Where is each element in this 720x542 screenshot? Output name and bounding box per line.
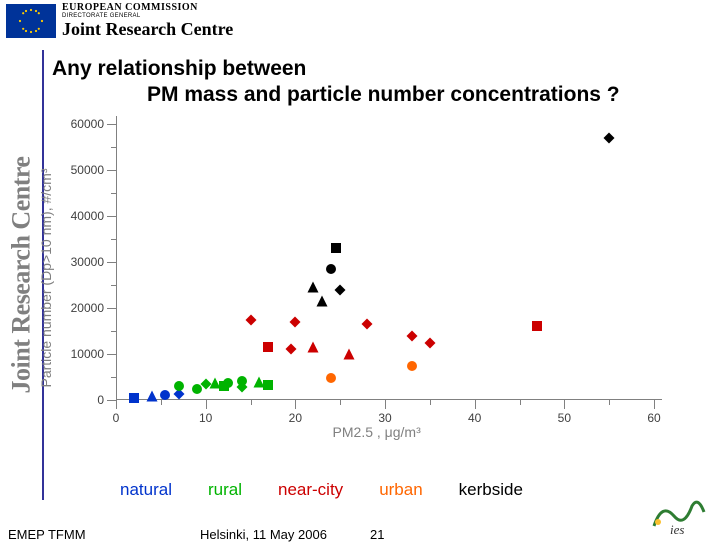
legend-item-rural: rural	[208, 480, 242, 500]
data-point-kerbside	[308, 282, 319, 293]
footer-page: 21	[370, 527, 384, 542]
sidebar-label: Joint Research Centre	[6, 157, 36, 394]
slide-title: Any relationship between PM mass and par…	[52, 56, 714, 109]
legend-item-urban: urban	[379, 480, 422, 500]
data-point-near_city	[362, 319, 373, 330]
data-point-kerbside	[335, 284, 346, 295]
data-point-near_city	[406, 330, 417, 341]
y-axis-label: Particle number (Dp>10 nm), #/cm³	[38, 168, 54, 387]
x-tick-label: 40	[468, 400, 481, 425]
data-point-natural	[160, 389, 171, 400]
data-point-near_city	[424, 337, 435, 348]
y-tick-minor	[111, 331, 116, 332]
data-point-urban	[406, 360, 417, 371]
x-tick-label: 50	[558, 400, 571, 425]
legend-item-natural: natural	[120, 480, 172, 500]
x-tick-label: 20	[289, 400, 302, 425]
x-tick-label: 30	[378, 400, 391, 425]
eu-flag-icon	[6, 4, 56, 38]
y-tick-minor	[111, 377, 116, 378]
x-tick-minor	[430, 400, 431, 405]
y-tick-label: 30000	[71, 255, 116, 269]
title-line2: PM mass and particle number concentratio…	[52, 82, 714, 108]
data-point-rural	[236, 376, 247, 387]
data-point-urban	[326, 372, 337, 383]
data-point-near_city	[245, 314, 256, 325]
data-point-kerbside	[326, 263, 337, 274]
data-point-kerbside	[330, 243, 341, 254]
data-point-kerbside	[317, 296, 328, 307]
title-line1: Any relationship between	[52, 56, 714, 82]
legend-row: natural rural near-city urban kerbside	[120, 480, 523, 500]
x-tick-minor	[161, 400, 162, 405]
data-point-near_city	[285, 344, 296, 355]
data-point-near_city	[308, 342, 319, 353]
data-point-kerbside	[604, 132, 615, 143]
data-point-near_city	[344, 349, 355, 360]
y-tick-label: 10000	[71, 347, 116, 361]
y-tick-minor	[111, 193, 116, 194]
x-axis-label: PM2.5 , μg/m³	[333, 424, 421, 440]
legend-item-kerbside: kerbside	[459, 480, 523, 500]
y-axis-line	[116, 116, 117, 400]
svg-text:ies: ies	[670, 522, 684, 536]
data-point-near_city	[532, 321, 543, 332]
data-point-near_city	[263, 342, 274, 353]
data-point-rural	[223, 377, 234, 388]
scatter-chart: Particle number (Dp>10 nm), #/cm³ PM2.5 …	[54, 118, 664, 438]
x-tick-label: 60	[647, 400, 660, 425]
x-tick-minor	[251, 400, 252, 405]
x-tick-minor	[340, 400, 341, 405]
header-text: EUROPEAN COMMISSION DIRECTORATE GENERAL …	[62, 0, 233, 40]
data-point-near_city	[290, 316, 301, 327]
jrc-label: Joint Research Centre	[62, 19, 233, 40]
y-tick-label: 60000	[71, 117, 116, 131]
x-tick-minor	[520, 400, 521, 405]
ec-label: EUROPEAN COMMISSION	[62, 2, 233, 13]
slide-root: EUROPEAN COMMISSION DIRECTORATE GENERAL …	[0, 0, 720, 540]
header: EUROPEAN COMMISSION DIRECTORATE GENERAL …	[0, 0, 720, 50]
y-tick-label: 20000	[71, 301, 116, 315]
data-point-natural	[146, 390, 157, 401]
data-point-rural	[173, 380, 184, 391]
legend-item-near_city: near-city	[278, 480, 343, 500]
ies-logo-icon: ies	[648, 492, 708, 536]
data-point-natural	[128, 392, 139, 403]
x-tick-label: 0	[113, 400, 120, 425]
x-tick-minor	[609, 400, 610, 405]
footer-left: EMEP TFMM	[8, 527, 86, 542]
data-point-rural	[263, 380, 274, 391]
y-tick-label: 50000	[71, 163, 116, 177]
y-tick-minor	[111, 239, 116, 240]
y-tick-label: 40000	[71, 209, 116, 223]
x-tick-label: 10	[199, 400, 212, 425]
footer-mid: Helsinki, 11 May 2006	[200, 527, 327, 542]
y-tick-minor	[111, 285, 116, 286]
plot-area: 0100002000030000400005000060000010203040…	[116, 124, 654, 400]
y-tick-minor	[111, 147, 116, 148]
